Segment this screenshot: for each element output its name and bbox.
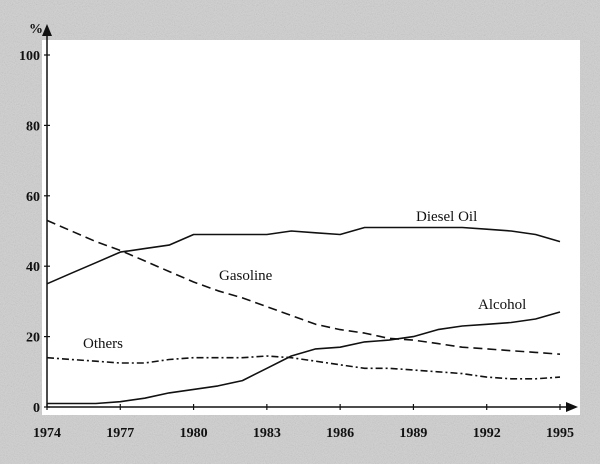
series-group bbox=[46, 219, 561, 405]
y-tick-label: 0 bbox=[33, 401, 40, 416]
series-line-gasoline bbox=[46, 219, 561, 355]
series-label-alcohol: Alcohol bbox=[478, 297, 526, 313]
series-line-diesel-oil bbox=[46, 226, 561, 285]
x-tick-label: 1983 bbox=[253, 426, 281, 441]
y-tick-label: 20 bbox=[26, 331, 40, 346]
axes: 0 20 40 60 80 100 1974 1977 1980 1983 1986 1989 1992… bbox=[19, 24, 578, 441]
x-tick-label: 1977 bbox=[106, 426, 134, 441]
series-line-alcohol bbox=[47, 311, 561, 405]
y-axis-arrow bbox=[42, 24, 52, 36]
x-tick-label: 1989 bbox=[399, 426, 427, 441]
series-line-others bbox=[46, 355, 561, 380]
y-tick-label: 80 bbox=[26, 119, 40, 134]
y-tick-label: 100 bbox=[19, 49, 40, 64]
x-tick-label: 1986 bbox=[326, 426, 354, 441]
plot-panel bbox=[42, 40, 580, 415]
y-unit-label: % bbox=[29, 22, 43, 37]
x-tick-label: 1995 bbox=[546, 426, 574, 441]
series-label-diesel-oil: Diesel Oil bbox=[416, 209, 477, 225]
x-tick-label: 1980 bbox=[180, 426, 208, 441]
series-label-gasoline: Gasoline bbox=[219, 268, 273, 284]
series-label-others: Others bbox=[83, 336, 123, 352]
y-tick-label: 60 bbox=[26, 190, 40, 205]
x-axis-arrow bbox=[566, 402, 578, 412]
x-tick-label: 1992 bbox=[473, 426, 501, 441]
x-tick-label: 1974 bbox=[33, 426, 61, 441]
y-tick-label: 40 bbox=[26, 260, 40, 275]
